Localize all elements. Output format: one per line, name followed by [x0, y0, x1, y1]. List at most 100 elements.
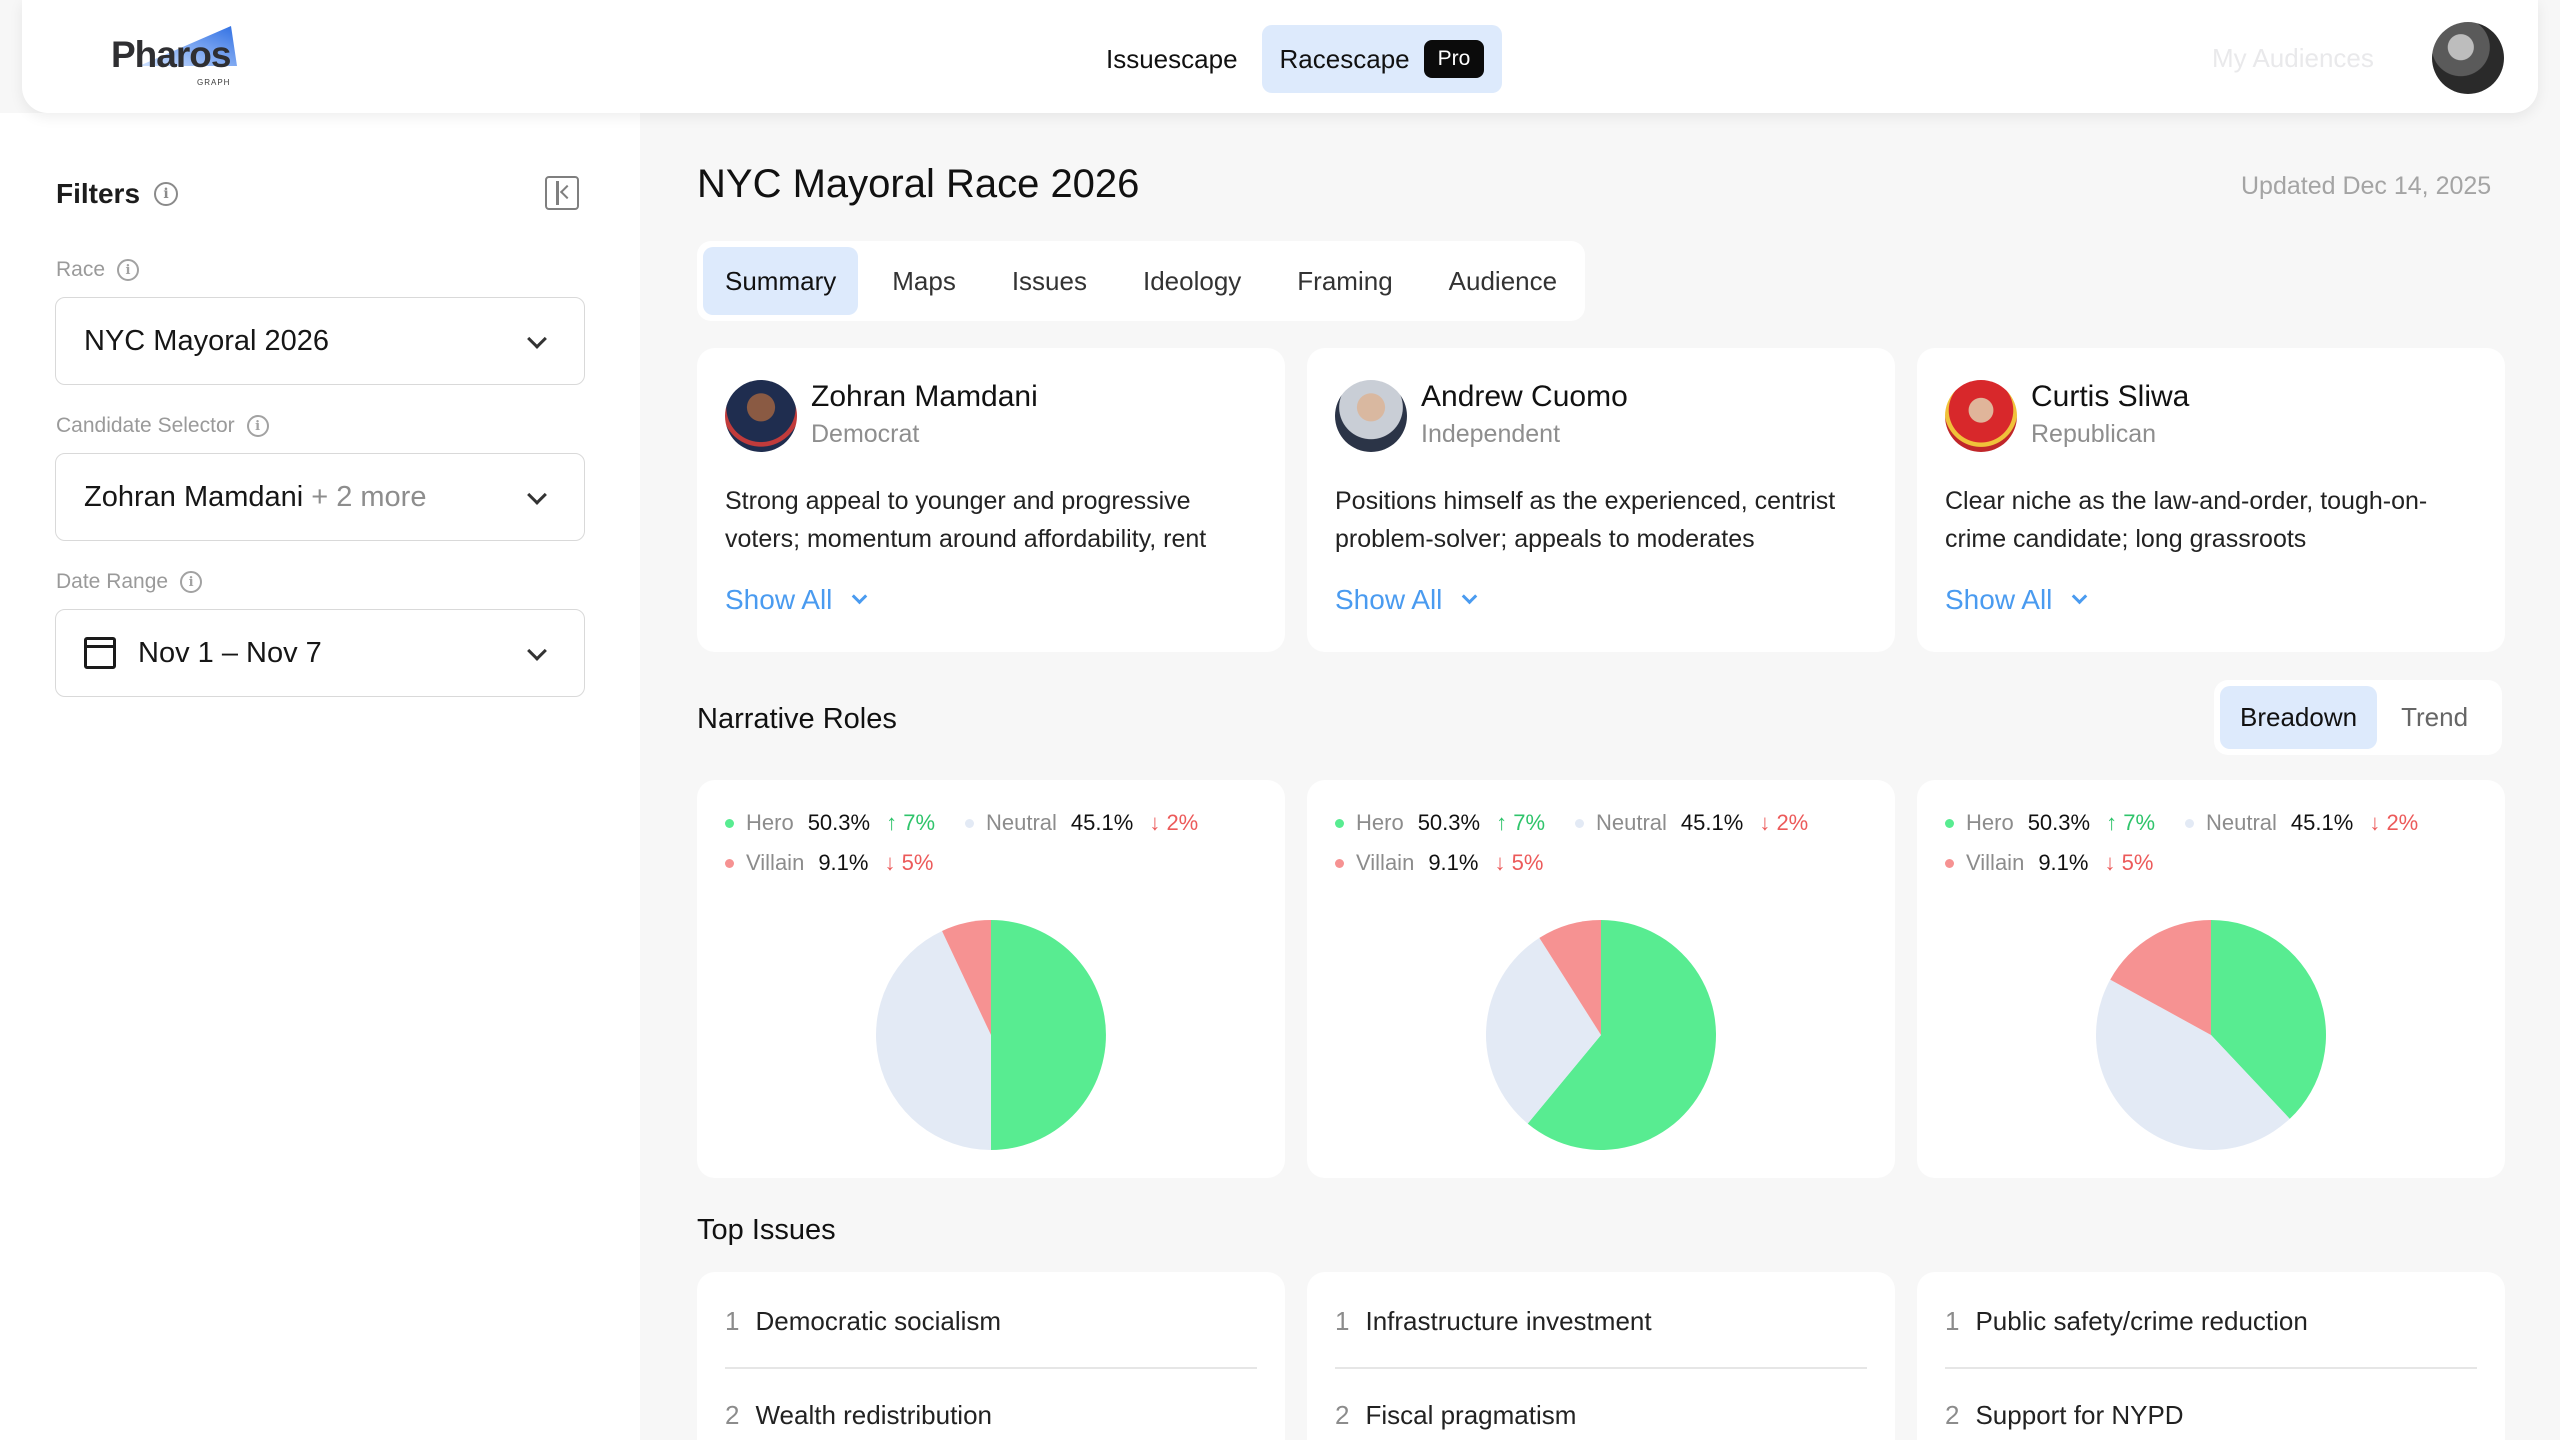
neutral-delta: ↓ 2%: [1759, 810, 1809, 835]
my-audiences-link[interactable]: My Audiences: [2212, 43, 2374, 73]
neutral-delta-value: 2%: [1776, 810, 1809, 835]
pie-slice-hero: [2211, 920, 2326, 1119]
toggle-breakdown[interactable]: Breadown: [2220, 686, 2378, 749]
neutral-dot: [2185, 818, 2194, 828]
narrative-card: Hero 50.3% ↑ 7% Neutral 45.1% ↓ 2% Villa…: [1917, 780, 2505, 1178]
show-all-label: Show All: [1945, 584, 2053, 615]
chevron-down-icon: [527, 329, 547, 349]
date-range-label: Date Range i: [56, 570, 203, 594]
legend-row: Hero 50.3% ↑ 7% Neutral 45.1% ↓ 2%: [1945, 810, 2448, 836]
issue-rank: 1: [1335, 1306, 1350, 1336]
candidate-card: Curtis Sliwa Republican Clear niche as t…: [1917, 348, 2505, 652]
info-icon[interactable]: i: [180, 571, 203, 593]
pie-slice-villain: [2110, 920, 2211, 1035]
issue-label: Wealth redistribution: [755, 1400, 992, 1430]
hero-delta: ↑ 7%: [1496, 810, 1545, 835]
legend-villain-value: 9.1%: [1428, 850, 1479, 875]
tab-summary[interactable]: Summary: [703, 247, 859, 315]
show-all-button[interactable]: Show All: [725, 584, 868, 616]
toggle-trend[interactable]: Trend: [2401, 702, 2469, 732]
info-icon[interactable]: i: [117, 259, 140, 281]
top-issues-card: 1 Infrastructure investment 2 Fiscal pragm…: [1307, 1272, 1895, 1440]
legend-row: Villain 9.1% ↓ 5%: [725, 850, 963, 876]
legend-neutral-label: Neutral: [986, 810, 1057, 835]
chevron-down-icon: [2072, 588, 2088, 604]
candidate-avatar: [1335, 380, 1407, 452]
nav-tab-issuescape[interactable]: Issuescape: [1088, 25, 1256, 93]
neutral-delta-value: 2%: [2386, 810, 2419, 835]
candidate-name: Andrew Cuomo: [1421, 380, 1628, 413]
info-icon[interactable]: i: [154, 182, 179, 206]
candidate-avatar: [725, 380, 797, 452]
hero-delta-value: 7%: [2123, 810, 2155, 835]
legend-neutral-value: 45.1%: [1070, 810, 1134, 835]
chevron-down-icon: [527, 641, 547, 661]
villain-delta-value: 5%: [1511, 850, 1544, 875]
issue-label: Democratic socialism: [755, 1306, 1002, 1336]
issue-rank: 1: [1945, 1306, 1960, 1336]
section-tabs: Summary Maps Issues Ideology Framing Aud…: [697, 241, 1586, 321]
chevron-down-icon: [852, 588, 868, 604]
tab-ideology[interactable]: Ideology: [1142, 265, 1242, 296]
list-item[interactable]: 2 Fiscal pragmatism: [1335, 1400, 1576, 1431]
neutral-dot: [965, 818, 974, 828]
hero-delta: ↑ 7%: [2106, 810, 2155, 835]
hero-dot: [725, 818, 734, 828]
narrative-pie-chart: [876, 920, 1106, 1150]
chevron-down-icon: [527, 485, 547, 505]
nav-tab-label: Issuescape: [1106, 43, 1238, 74]
candidate-party: Democrat: [811, 420, 920, 448]
chevron-down-icon: [1462, 588, 1478, 604]
date-range-select[interactable]: Nov 1 – Nov 7: [55, 609, 585, 697]
show-all-button[interactable]: Show All: [1945, 584, 2088, 616]
race-select-value: NYC Mayoral 2026: [84, 324, 329, 357]
list-item[interactable]: 1 Democratic socialism: [725, 1306, 1001, 1337]
calendar-icon: [84, 637, 116, 669]
date-range-label-text: Date Range: [56, 570, 169, 593]
tab-audience[interactable]: Audience: [1448, 265, 1558, 296]
nav-tab-racescape[interactable]: Racescape Pro: [1261, 25, 1503, 93]
issue-label: Fiscal pragmatism: [1365, 1400, 1577, 1430]
narrative-pie-chart: [1486, 920, 1716, 1150]
user-avatar[interactable]: [2432, 22, 2504, 94]
candidate-description: Strong appeal to younger and progressive…: [725, 487, 1207, 553]
legend-hero-label: Hero: [746, 810, 794, 835]
neutral-delta: ↓ 2%: [1149, 810, 1199, 835]
legend-neutral-value: 45.1%: [2290, 810, 2354, 835]
pharos-logo[interactable]: Pharos GRAPH: [89, 26, 249, 90]
top-issues-title: Top Issues: [697, 1214, 836, 1246]
narrative-roles-title: Narrative Roles: [697, 703, 897, 735]
candidate-avatar: [1945, 380, 2017, 452]
list-item[interactable]: 1 Public safety/crime reduction: [1945, 1306, 2308, 1337]
race-label-text: Race: [56, 258, 106, 281]
tab-maps[interactable]: Maps: [892, 265, 956, 296]
villain-delta: ↓ 5%: [1494, 850, 1544, 875]
candidate-select[interactable]: Zohran Mamdani + 2 more: [55, 453, 585, 541]
candidate-selector-label-text: Candidate Selector: [56, 414, 235, 437]
neutral-delta: ↓ 2%: [2369, 810, 2419, 835]
tab-issues[interactable]: Issues: [1011, 265, 1087, 296]
list-item[interactable]: 2 Support for NYPD: [1945, 1400, 2184, 1431]
candidate-select-value: Zohran Mamdani: [84, 480, 304, 513]
issue-rank: 1: [725, 1306, 740, 1336]
legend-hero-value: 50.3%: [807, 810, 871, 835]
show-all-button[interactable]: Show All: [1335, 584, 1478, 616]
villain-dot: [1335, 858, 1344, 868]
list-item[interactable]: 1 Infrastructure investment: [1335, 1306, 1652, 1337]
pie-slice-neutral: [876, 930, 991, 1150]
pie-slice-neutral: [1486, 937, 1601, 1124]
top-issues-card: 1 Public safety/crime reduction 2 Support …: [1917, 1272, 2505, 1440]
issue-label: Public safety/crime reduction: [1975, 1306, 2308, 1336]
issue-label: Support for NYPD: [1975, 1400, 2184, 1430]
collapse-sidebar-icon[interactable]: [545, 176, 579, 210]
legend-hero-label: Hero: [1966, 810, 2014, 835]
race-select[interactable]: NYC Mayoral 2026: [55, 297, 585, 385]
legend-neutral-label: Neutral: [1596, 810, 1667, 835]
candidate-name: Zohran Mamdani: [811, 380, 1038, 413]
show-all-label: Show All: [1335, 584, 1443, 615]
list-item[interactable]: 2 Wealth redistribution: [725, 1400, 992, 1431]
tab-framing[interactable]: Framing: [1297, 265, 1393, 296]
candidate-description: Positions himself as the experienced, ce…: [1335, 487, 1836, 553]
info-icon[interactable]: i: [246, 415, 269, 437]
legend-hero-label: Hero: [1356, 810, 1404, 835]
